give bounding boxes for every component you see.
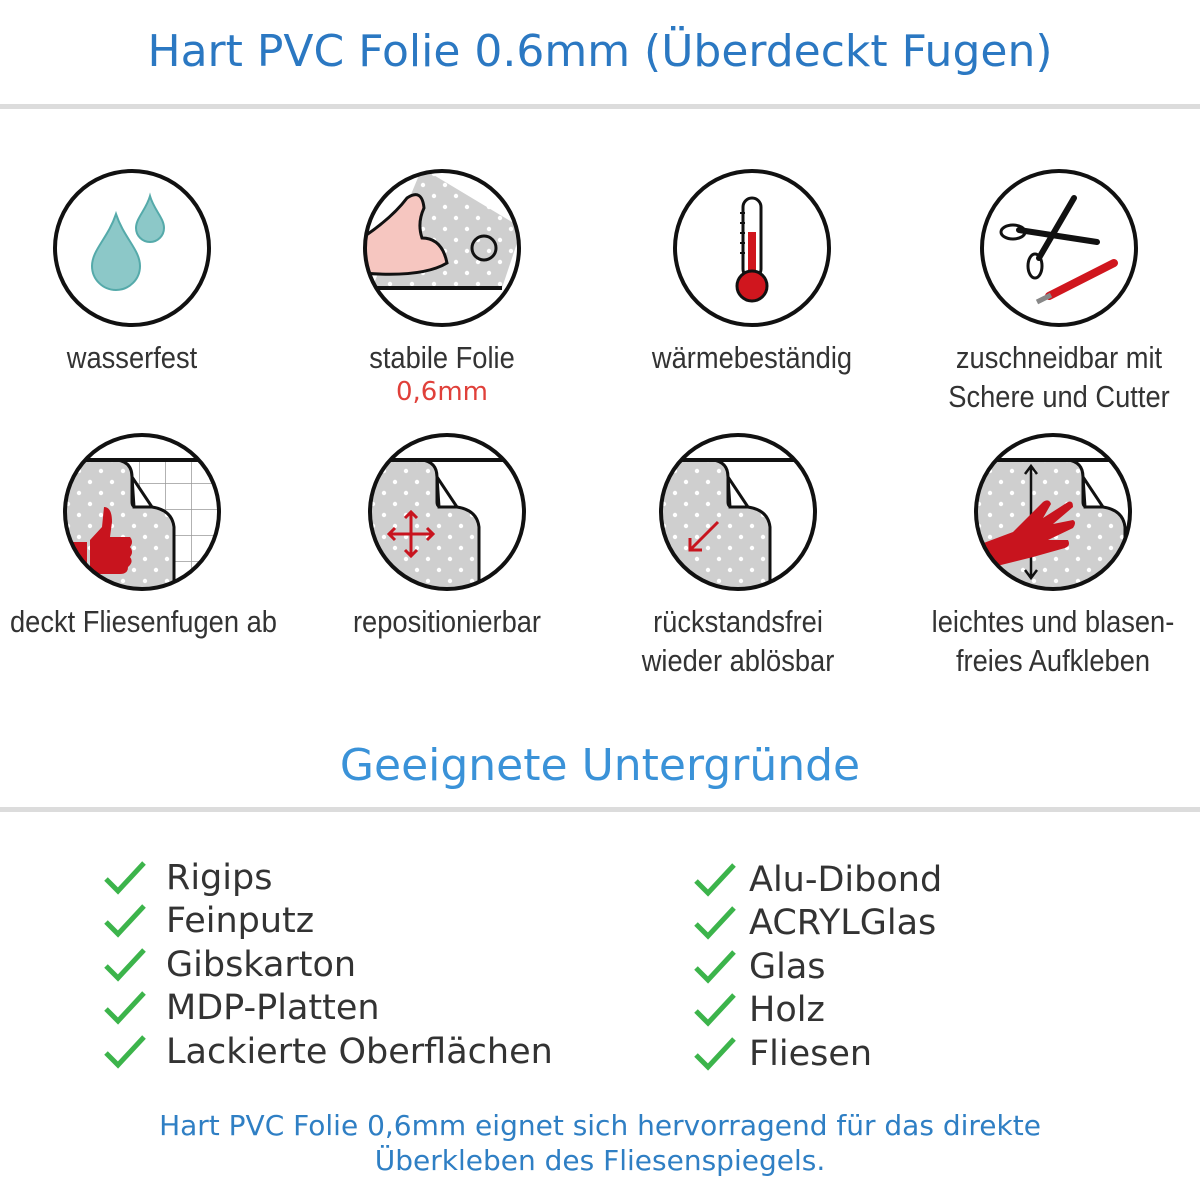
scissors-cutter-icon: [980, 169, 1138, 327]
feature-label: wieder ablösbar: [641, 643, 835, 678]
divider: [0, 807, 1200, 812]
feature-sublabel: 0,6mm: [395, 377, 488, 407]
list-item: Lackierte Oberflächen: [104, 1030, 553, 1074]
hand-smooth-icon: [974, 433, 1132, 591]
list-item: Holz: [694, 989, 942, 1033]
feature-label: rückstandsfrei: [653, 604, 823, 639]
check-icon: [104, 904, 146, 938]
thumbs-up-tiles-icon: [63, 433, 221, 591]
feature-waermebestaendig: wärmebeständig: [602, 168, 902, 377]
feature-label: deckt Fliesenfugen ab: [10, 604, 277, 639]
list-item: Glas: [694, 945, 942, 989]
page-title: Hart PVC Folie 0.6mm (Überdeckt Fugen): [147, 26, 1053, 77]
list-item: MDP-Platten: [104, 987, 553, 1031]
feature-zuschneidbar: zuschneidbar mit Schere und Cutter: [909, 168, 1200, 416]
footer-note: Hart PVC Folie 0,6mm eignet sich hervorr…: [159, 1109, 1041, 1177]
list-item: Rigips: [104, 856, 553, 900]
feature-label: repositionierbar: [352, 604, 542, 639]
surfaces-list-right: Alu-Dibond ACRYLGlas Glas Holz Fliesen: [694, 858, 942, 1076]
surfaces-list-left: Rigips Feinputz Gibskarton MDP-Platten L…: [104, 856, 553, 1074]
peel-arrow-icon: [659, 433, 817, 591]
feature-label: zuschneidbar mit: [955, 340, 1163, 375]
check-icon: [694, 950, 736, 984]
check-icon: [104, 948, 146, 982]
section-title: Geeignete Untergründe: [339, 740, 861, 791]
feature-deckt-fugen: deckt Fliesenfugen ab: [0, 432, 292, 641]
feature-label: stabile Folie: [369, 340, 515, 375]
feature-blasenfrei: leichtes und blasen- freies Aufkleben: [903, 432, 1200, 680]
thermometer-icon: [673, 169, 831, 327]
feature-label: Schere und Cutter: [948, 379, 1170, 414]
check-icon: [694, 1037, 736, 1071]
divider: [0, 104, 1200, 109]
check-icon: [104, 1035, 146, 1069]
list-item: ACRYLGlas: [694, 902, 942, 946]
water-drops-icon: [53, 169, 211, 327]
feature-label: leichtes und blasen-: [931, 604, 1175, 639]
feature-label: freies Aufkleben: [955, 643, 1151, 678]
strong-arm-icon: [363, 169, 521, 327]
list-item: Fliesen: [694, 1032, 942, 1076]
check-icon: [694, 906, 736, 940]
check-icon: [694, 863, 736, 897]
feature-label: wasserfest: [66, 340, 198, 375]
list-item: Gibskarton: [104, 943, 553, 987]
check-icon: [104, 991, 146, 1025]
move-arrows-icon: [368, 433, 526, 591]
feature-label: wärmebeständig: [651, 340, 853, 375]
check-icon: [104, 861, 146, 895]
feature-repositionierbar: repositionierbar: [297, 432, 597, 641]
list-item: Feinputz: [104, 900, 553, 944]
feature-wasserfest: wasserfest: [0, 168, 282, 377]
feature-rueckstandsfrei: rückstandsfrei wieder ablösbar: [588, 432, 888, 680]
list-item: Alu-Dibond: [694, 858, 942, 902]
feature-stabile-folie: stabile Folie 0,6mm: [292, 168, 592, 407]
check-icon: [694, 993, 736, 1027]
